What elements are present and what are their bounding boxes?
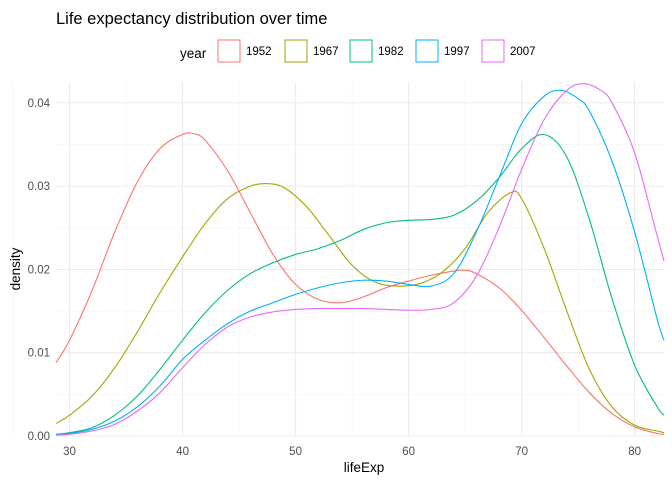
y-tick-label: 0.03: [28, 181, 50, 193]
x-tick-label: 70: [515, 446, 528, 458]
x-axis-ticks: 30 40 50 60 70 80: [63, 446, 641, 458]
density-line-2007: [55, 83, 665, 436]
legend-label-1952: 1952: [246, 46, 272, 58]
legend-key-1952: [217, 39, 241, 63]
y-axis-ticks: 0.00 0.01 0.02 0.03 0.04: [28, 98, 51, 443]
x-tick-label: 40: [176, 446, 189, 458]
density-lines: [55, 83, 665, 436]
y-tick-label: 0.02: [28, 264, 50, 276]
y-tick-label: 0.01: [28, 348, 50, 360]
x-tick-label: 60: [402, 446, 415, 458]
legend: year 1952 1967 1982 1997 2007: [180, 39, 536, 63]
y-axis-title: density: [8, 247, 23, 290]
y-tick-label: 0.00: [28, 431, 50, 443]
y-tick-label: 0.04: [28, 98, 51, 110]
legend-key-1997: [415, 39, 439, 63]
legend-label-1967: 1967: [313, 46, 339, 58]
x-tick-label: 30: [63, 446, 76, 458]
x-tick-label: 50: [289, 446, 302, 458]
legend-label-2007: 2007: [510, 46, 536, 58]
legend-key-1967: [284, 39, 308, 63]
legend-key-2007: [481, 39, 505, 63]
density-line-1982: [55, 133, 665, 435]
legend-key-1982: [349, 39, 373, 63]
x-tick-label: 80: [628, 446, 641, 458]
plot-grid: [12, 82, 664, 437]
density-line-1997: [55, 89, 665, 435]
x-axis-title: lifeExp: [344, 460, 385, 475]
legend-label-1982: 1982: [378, 46, 404, 58]
density-line-1967: [55, 182, 665, 434]
chart-title: Life expectancy distribution over time: [56, 10, 327, 28]
legend-title: year: [180, 46, 207, 61]
density-line-1952: [55, 132, 665, 435]
legend-label-1997: 1997: [444, 46, 470, 58]
